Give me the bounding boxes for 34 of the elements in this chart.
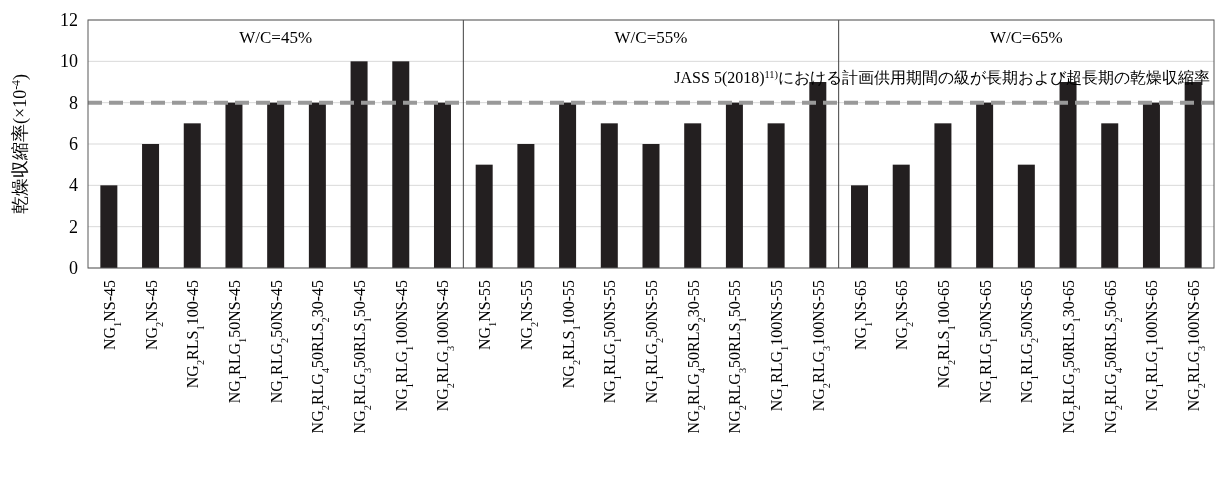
bar bbox=[350, 61, 368, 268]
y-tick-label: 6 bbox=[69, 134, 78, 154]
annotation: W/C=65% bbox=[989, 28, 1063, 47]
bar bbox=[642, 144, 660, 268]
bar bbox=[1101, 123, 1119, 268]
bar bbox=[225, 102, 243, 268]
y-tick-label: 2 bbox=[69, 216, 78, 237]
bar bbox=[183, 123, 201, 268]
bar bbox=[684, 123, 702, 268]
bar bbox=[851, 185, 869, 268]
bar bbox=[892, 164, 910, 268]
y-tick-label: 10 bbox=[60, 51, 78, 72]
bar bbox=[976, 102, 994, 268]
annotation: W/C=55% bbox=[614, 28, 688, 47]
bar bbox=[433, 102, 451, 268]
bar bbox=[1142, 102, 1160, 268]
bar bbox=[934, 123, 952, 268]
bar bbox=[725, 102, 743, 268]
bar bbox=[600, 123, 618, 268]
bar bbox=[559, 102, 577, 268]
bar bbox=[517, 144, 535, 268]
bar bbox=[308, 102, 326, 268]
bar bbox=[392, 61, 410, 268]
bar bbox=[1017, 164, 1035, 268]
bar bbox=[100, 185, 118, 268]
annotation: W/C=45% bbox=[239, 28, 313, 47]
bar bbox=[142, 144, 160, 268]
y-tick-label: 8 bbox=[69, 92, 78, 113]
y-tick-label: 12 bbox=[60, 10, 78, 30]
y-tick-label: 0 bbox=[69, 258, 78, 278]
bar bbox=[475, 164, 493, 268]
bar bbox=[767, 123, 785, 268]
bar bbox=[267, 102, 285, 268]
y-tick-label: 4 bbox=[69, 175, 78, 196]
